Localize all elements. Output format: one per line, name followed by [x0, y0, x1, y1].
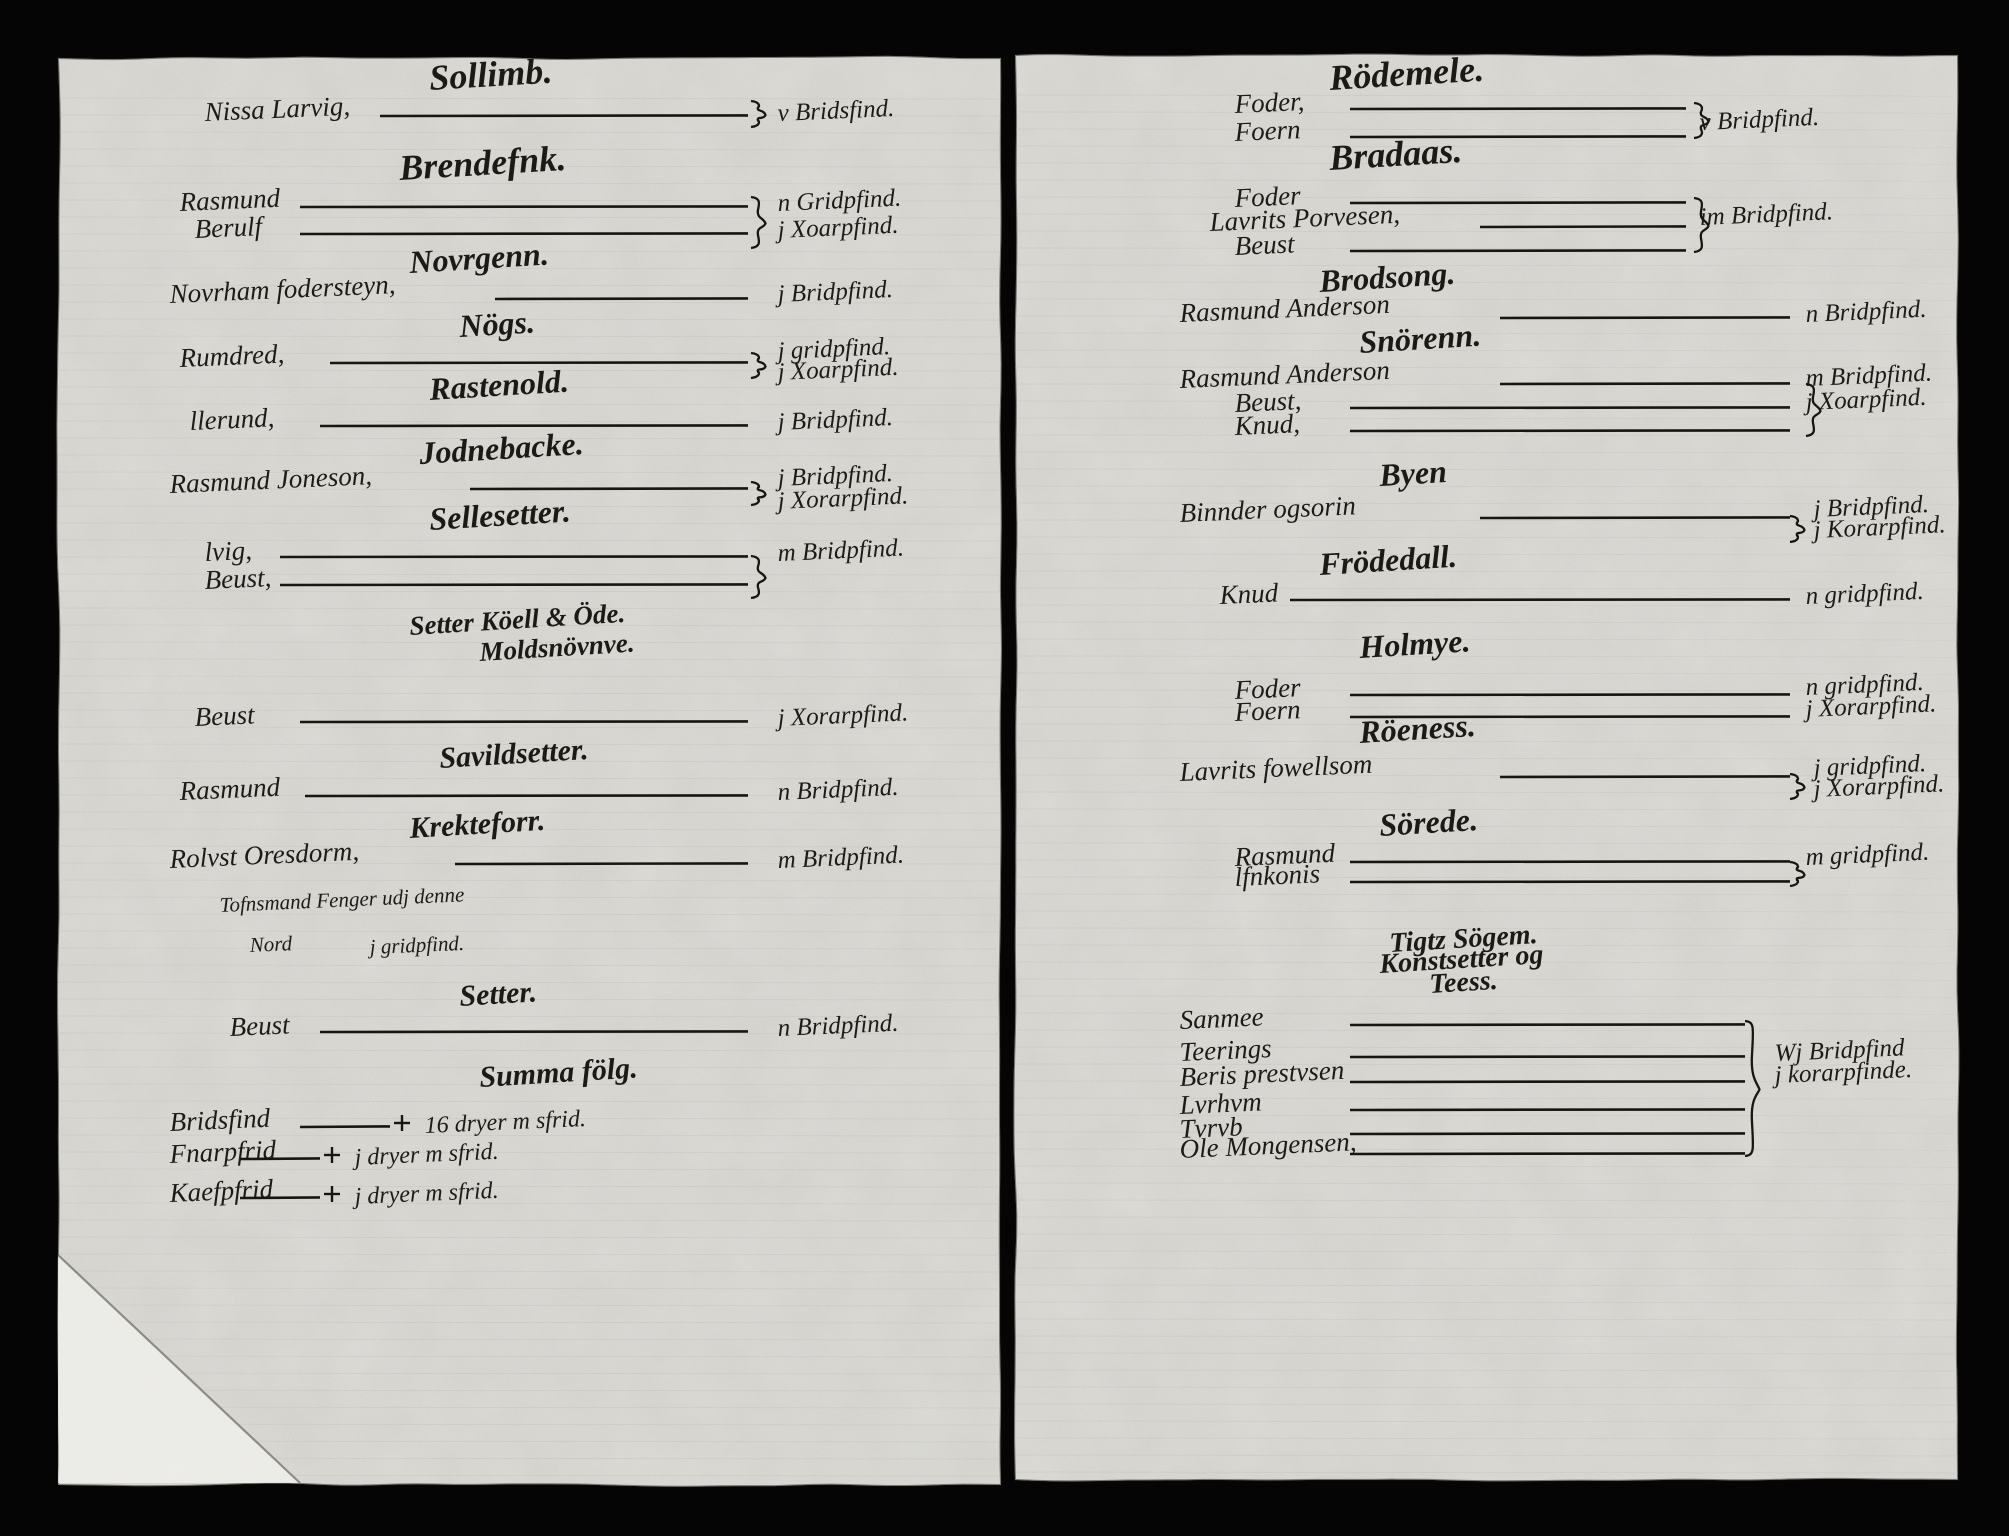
svg-text:Bridsfind: Bridsfind [169, 1103, 271, 1137]
svg-text:Fnarpfrid: Fnarpfrid [168, 1134, 277, 1169]
svg-text:n Bridpfind.: n Bridpfind. [1805, 296, 1927, 328]
svg-text:Knud: Knud [1218, 577, 1279, 610]
svg-text:n Bridpfind.: n Bridpfind. [777, 774, 899, 806]
svg-text:Nögs.: Nögs. [457, 303, 536, 344]
svg-text:Foern: Foern [1233, 114, 1301, 147]
svg-text:j Xoarpfind.: j Xoarpfind. [774, 212, 899, 244]
svg-text:m gridpfind.: m gridpfind. [1805, 839, 1930, 871]
svg-text:Beust: Beust [194, 699, 257, 732]
svg-text:Byen: Byen [1377, 453, 1448, 493]
svg-text:Foern: Foern [1233, 694, 1301, 727]
svg-text:m Bridpfind.: m Bridpfind. [777, 535, 904, 567]
svg-text:Snörenn.: Snörenn. [1358, 317, 1482, 360]
svg-text:Sanmee: Sanmee [1179, 1001, 1264, 1035]
svg-text:n gridpfind.: n gridpfind. [1805, 578, 1924, 610]
svg-text:lvig,: lvig, [204, 535, 253, 567]
svg-text:Beust,: Beust, [204, 562, 272, 595]
svg-text:Röeness.: Röeness. [1357, 707, 1476, 750]
svg-text:Nissa Larvig,: Nissa Larvig, [203, 91, 351, 127]
svg-text:j Xoarpfind.: j Xoarpfind. [774, 354, 899, 386]
svg-text:Knud,: Knud, [1233, 408, 1301, 441]
svg-text:Teess.: Teess. [1429, 965, 1499, 1000]
svg-text:llerund,: llerund, [189, 402, 275, 436]
svg-text:Sörede.: Sörede. [1378, 801, 1479, 843]
svg-text:Nord: Nord [248, 931, 293, 957]
svg-text:Rasmund: Rasmund [178, 772, 281, 806]
svg-text:j gridpfind.: j gridpfind. [366, 931, 464, 959]
svg-text:Setter.: Setter. [458, 975, 537, 1013]
svg-text:Kaefpfrid: Kaefpfrid [168, 1173, 274, 1208]
svg-text:v Bridpfind.: v Bridpfind. [1699, 104, 1820, 136]
svg-text:n Bridpfind.: n Bridpfind. [777, 1010, 899, 1042]
svg-text:m Bridpfind.: m Bridpfind. [777, 842, 904, 874]
svg-text:Berulf: Berulf [194, 211, 266, 244]
svg-text:j Bridpfind.: j Bridpfind. [774, 276, 893, 308]
svg-text:Beust: Beust [229, 1009, 292, 1042]
svg-text:v Bridsfind.: v Bridsfind. [777, 95, 895, 127]
svg-text:Beust: Beust [1234, 228, 1297, 261]
svg-text:Rumdred,: Rumdred, [178, 338, 285, 373]
svg-text:Sollimb.: Sollimb. [428, 51, 553, 98]
svg-text:Holmye.: Holmye. [1357, 622, 1471, 665]
svg-text:lfnkonis: lfnkonis [1234, 858, 1321, 892]
svg-text:j Bridpfind.: j Bridpfind. [774, 404, 893, 436]
